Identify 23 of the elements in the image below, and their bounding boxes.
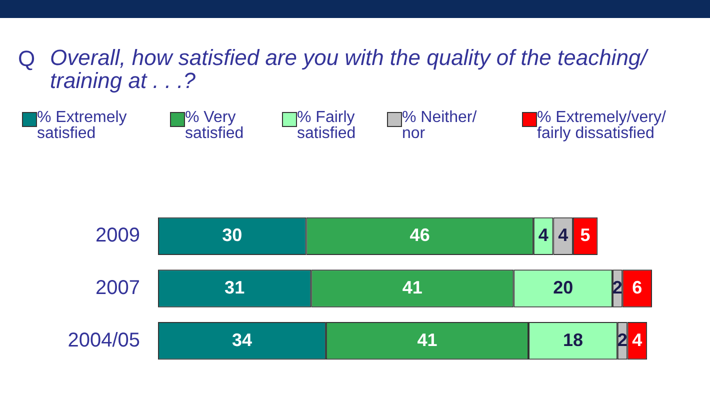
legend-label: % Very satisfied (185, 109, 245, 142)
data-label: 30 (222, 225, 242, 246)
data-label: 4 (538, 225, 548, 246)
y-tick-label: 2004/05 (68, 329, 140, 352)
data-label: 20 (553, 277, 574, 298)
legend-label: % Neither/ nor (402, 109, 478, 142)
data-label: 34 (232, 330, 252, 350)
data-label: 5 (580, 225, 590, 246)
data-label: 46 (410, 225, 430, 246)
legend-label: % Extremely satisfied (37, 109, 128, 142)
data-label: 6 (632, 277, 642, 298)
data-label: 4 (558, 225, 568, 246)
data-label: 31 (224, 277, 245, 298)
data-label: 41 (417, 330, 438, 350)
y-tick-label: 2007 (96, 277, 140, 300)
text: Q (18, 46, 36, 72)
legend-label: % Fairly satisfied (297, 109, 357, 142)
y-tick-label: 2009 (96, 224, 140, 247)
data-label: 41 (402, 277, 422, 298)
legend-label: % Extremely/very/ fairly dissatisfied (537, 109, 667, 142)
data-label: 4 (632, 330, 642, 350)
data-label: 18 (562, 330, 583, 350)
chart-title: Overall, how satisfied are you with the quality of the teaching/ training at . . .? (50, 45, 650, 93)
